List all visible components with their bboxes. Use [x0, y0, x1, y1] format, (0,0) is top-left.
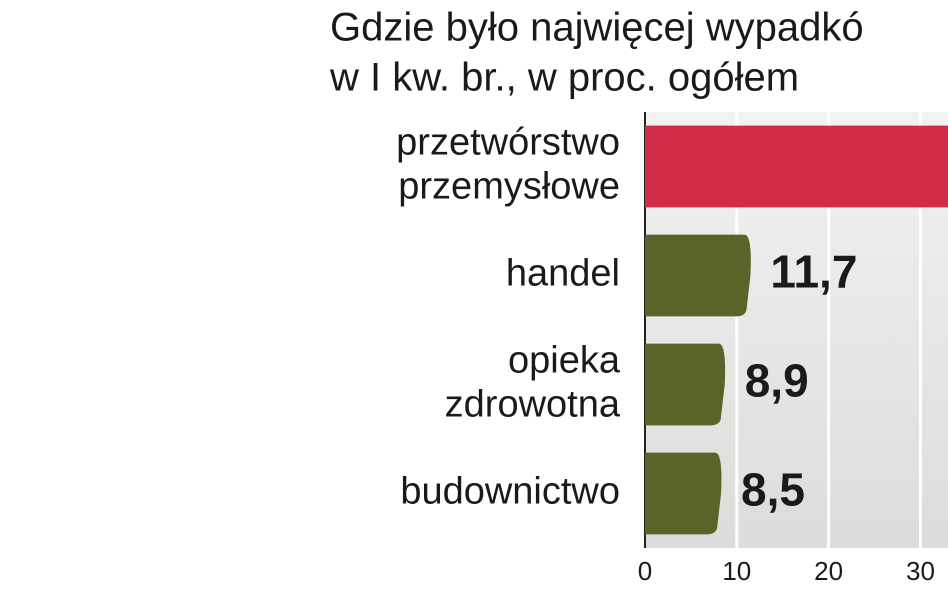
value-label: 11,7 — [770, 246, 857, 298]
bar — [645, 234, 751, 317]
y-tick-label: budownictwo — [400, 471, 620, 513]
y-tick-label: handel — [506, 253, 620, 295]
value-label: 8,9 — [745, 355, 809, 407]
x-tick-label: 30 — [906, 556, 935, 586]
bar — [645, 343, 726, 426]
chart-title: Gdzie było najwięcej wypadkó — [330, 6, 864, 50]
y-tick-label: przetwórstwo — [396, 122, 620, 164]
x-tick-label: 0 — [638, 556, 652, 586]
y-tick-label: opieka — [508, 340, 621, 382]
x-tick-label: 20 — [814, 556, 843, 586]
x-tick-label: 10 — [722, 556, 751, 586]
y-tick-label: zdrowotna — [445, 384, 621, 426]
bar — [645, 125, 948, 208]
y-tick-label: przemysłowe — [398, 166, 620, 208]
value-label: 8,5 — [741, 464, 805, 516]
chart-title: w I kw. br., w proc. ogółem — [329, 56, 799, 100]
bar — [645, 452, 722, 535]
